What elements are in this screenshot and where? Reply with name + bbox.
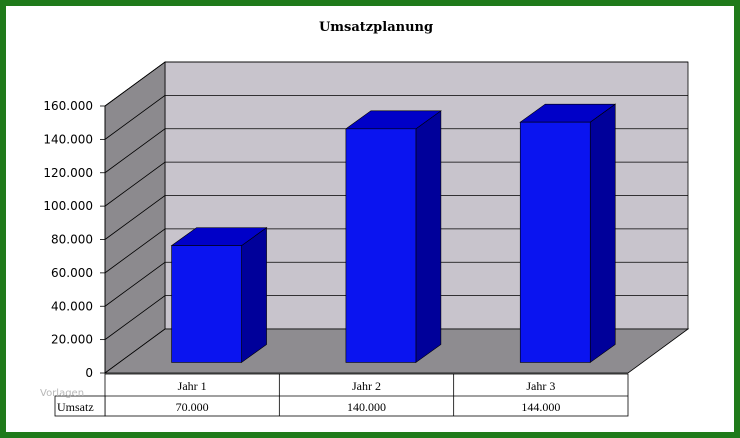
bar (171, 245, 242, 363)
chart-title: Umsatzplanung (319, 20, 433, 35)
y-tick-label: 140.000 (43, 132, 93, 146)
x-category-label: Jahr 2 (352, 379, 381, 393)
gridline (104, 261, 688, 307)
data-table-legend-cell (54, 395, 106, 417)
watermark-text: Vorlagen (40, 388, 84, 399)
bar (345, 128, 417, 363)
y-tick-label: 0 (85, 366, 93, 380)
gridline (104, 94, 688, 140)
y-tick-label: 40.000 (51, 299, 93, 313)
x-category-label: Jahr 1 (178, 379, 207, 393)
bar-side (415, 110, 442, 364)
y-tick-label: 120.000 (43, 166, 93, 180)
y-tick-label: 20.000 (51, 333, 93, 347)
data-value-label: 140.000 (347, 400, 386, 414)
y-tick-label: 160.000 (43, 99, 93, 113)
y-tick-label: 80.000 (51, 233, 93, 247)
x-category-label: Jahr 3 (526, 379, 555, 393)
bar-side (241, 227, 267, 364)
data-table (104, 373, 629, 417)
data-value-label: 70.000 (176, 400, 209, 414)
gridline (104, 195, 688, 240)
gridline (104, 295, 688, 340)
gridline (104, 61, 688, 107)
bar-side (589, 103, 616, 364)
y-tick-label: 60.000 (51, 266, 93, 280)
y-tick-label: 100.000 (43, 199, 93, 213)
series-name-label: Umsatz (57, 400, 94, 414)
data-value-label: 144.000 (521, 400, 560, 414)
gridline (104, 228, 688, 274)
bar (519, 121, 591, 363)
plot-area: 0 20.000 40.000 60.000 80.000 100.000 120.000 1… (43, 61, 690, 417)
gridline (104, 128, 688, 174)
gridline (104, 161, 688, 207)
